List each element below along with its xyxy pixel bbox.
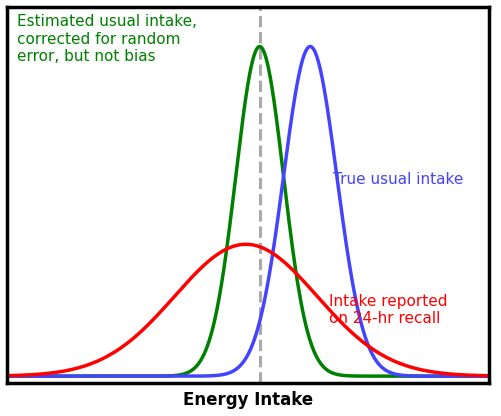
X-axis label: Energy Intake: Energy Intake — [183, 391, 313, 409]
Text: Intake reported
on 24-hr recall: Intake reported on 24-hr recall — [329, 294, 447, 326]
Text: True usual intake: True usual intake — [333, 172, 463, 187]
Text: Estimated usual intake,
corrected for random
error, but not bias: Estimated usual intake, corrected for ra… — [17, 15, 196, 64]
